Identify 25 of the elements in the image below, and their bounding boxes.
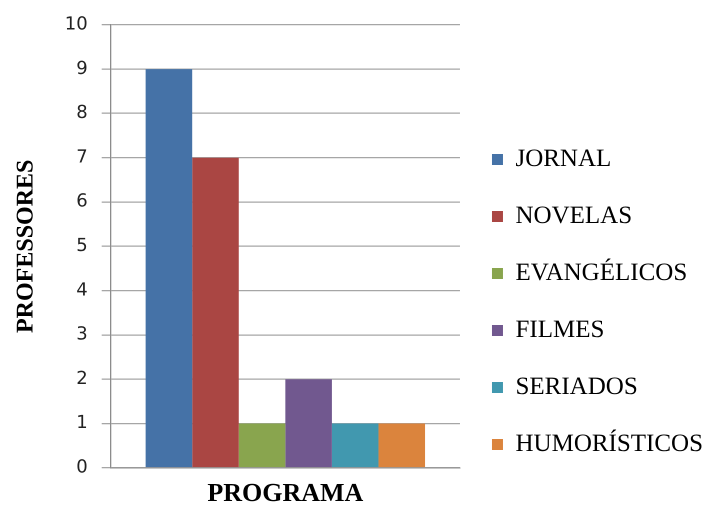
y-tick-label: 3 [76, 324, 88, 345]
y-tick-label: 6 [76, 190, 88, 212]
y-tick-label: 9 [76, 58, 88, 79]
legend-label: FILMES [515, 316, 604, 344]
y-axis-title: PROFESSORES [12, 160, 39, 333]
bar [332, 424, 378, 468]
legend-label: EVANGÉLICOS [515, 258, 688, 286]
legend-label: JORNAL [515, 145, 612, 172]
y-tick-label: 5 [76, 234, 88, 256]
legend-label: HUMORÍSTICOS [515, 429, 704, 458]
y-tick-label: 4 [76, 279, 88, 300]
bar [192, 158, 239, 468]
bar [285, 379, 332, 468]
y-tick-label: 7 [76, 146, 88, 168]
x-axis-title: PROGRAMA [207, 478, 364, 508]
y-tick-label: 0 [76, 456, 88, 478]
bar [238, 424, 286, 468]
legend-label: NOVELAS [515, 202, 632, 230]
y-tick-label: 1 [76, 412, 88, 434]
legend-label: SERIADOS [515, 373, 638, 400]
bar [378, 424, 426, 468]
y-tick-label: 2 [76, 368, 88, 389]
y-tick-label: 10 [64, 13, 88, 34]
y-tick-label: 8 [76, 102, 88, 124]
bar [146, 69, 192, 468]
